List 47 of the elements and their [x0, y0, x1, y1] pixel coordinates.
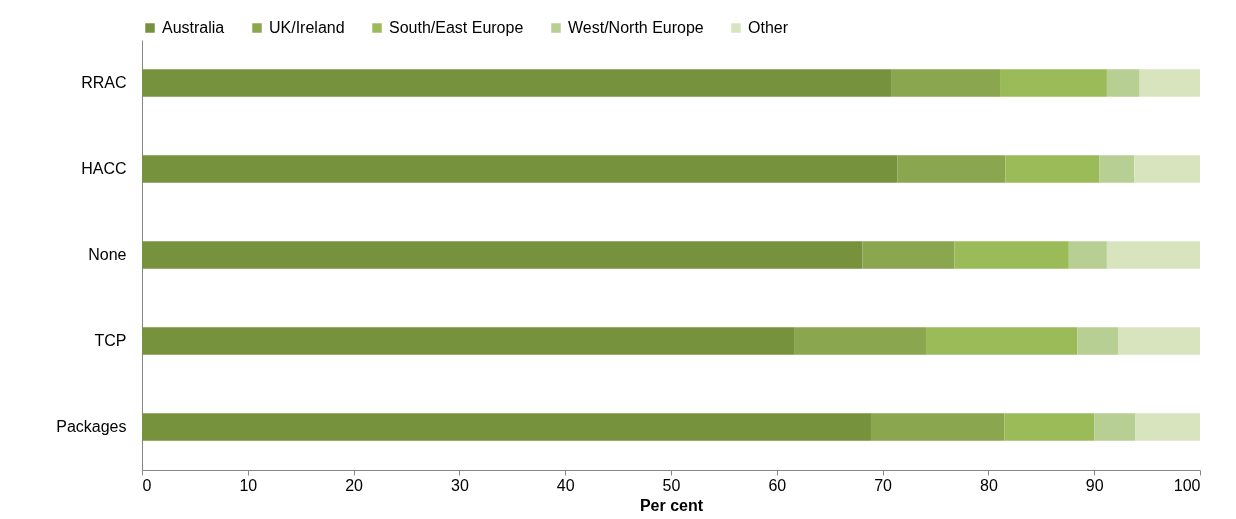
- y-tick-label: TCP: [94, 332, 127, 349]
- bar: [925, 327, 1078, 355]
- bar: [897, 155, 1006, 183]
- bar: [1118, 327, 1200, 355]
- legend-label: UK/Ireland: [269, 19, 345, 36]
- x-tick-label: 50: [662, 476, 681, 494]
- legend-label: Australia: [162, 19, 225, 36]
- x-axis-title: Per cent: [639, 496, 704, 514]
- x-tick-label: 80: [980, 476, 998, 494]
- x-tick-label: 10: [239, 476, 258, 494]
- bar: [862, 241, 955, 269]
- y-tick-label: HACC: [81, 160, 127, 177]
- legend-label: West/North Europe: [568, 19, 704, 36]
- x-tick-label: 100: [1173, 476, 1201, 494]
- x-tick-label: 0: [142, 476, 152, 494]
- x-tick-label: 60: [768, 476, 787, 494]
- y-tick-label: RRAC: [81, 74, 127, 91]
- bar: [1099, 155, 1135, 183]
- x-tick-label: 90: [1085, 476, 1104, 494]
- bar: [891, 69, 1001, 97]
- x-tick-label: 30: [451, 476, 469, 494]
- bar: [1106, 69, 1140, 97]
- bar: [1094, 413, 1136, 441]
- bar: [1134, 155, 1200, 183]
- bar: [1000, 69, 1107, 97]
- bar: [142, 69, 892, 97]
- y-tick-label: None: [88, 246, 127, 263]
- bar: [142, 327, 795, 355]
- bar: [1005, 155, 1100, 183]
- bar: [1135, 413, 1200, 441]
- bar: [142, 413, 871, 441]
- y-tick-label: Packages: [56, 418, 127, 435]
- bar: [1139, 69, 1200, 97]
- bar: [1106, 241, 1200, 269]
- bar: [142, 155, 898, 183]
- x-tick-label: 70: [874, 476, 893, 494]
- bar: [794, 327, 926, 355]
- bar: [870, 413, 1005, 441]
- bar: [954, 241, 1069, 269]
- bar: [1004, 413, 1095, 441]
- bar: [1068, 241, 1107, 269]
- x-tick-label: 40: [556, 476, 575, 494]
- bar: [142, 241, 863, 269]
- x-tick-label: 20: [345, 476, 364, 494]
- legend-label: South/East Europe: [389, 19, 524, 36]
- legend-label: Other: [748, 19, 789, 36]
- bar: [1077, 327, 1119, 355]
